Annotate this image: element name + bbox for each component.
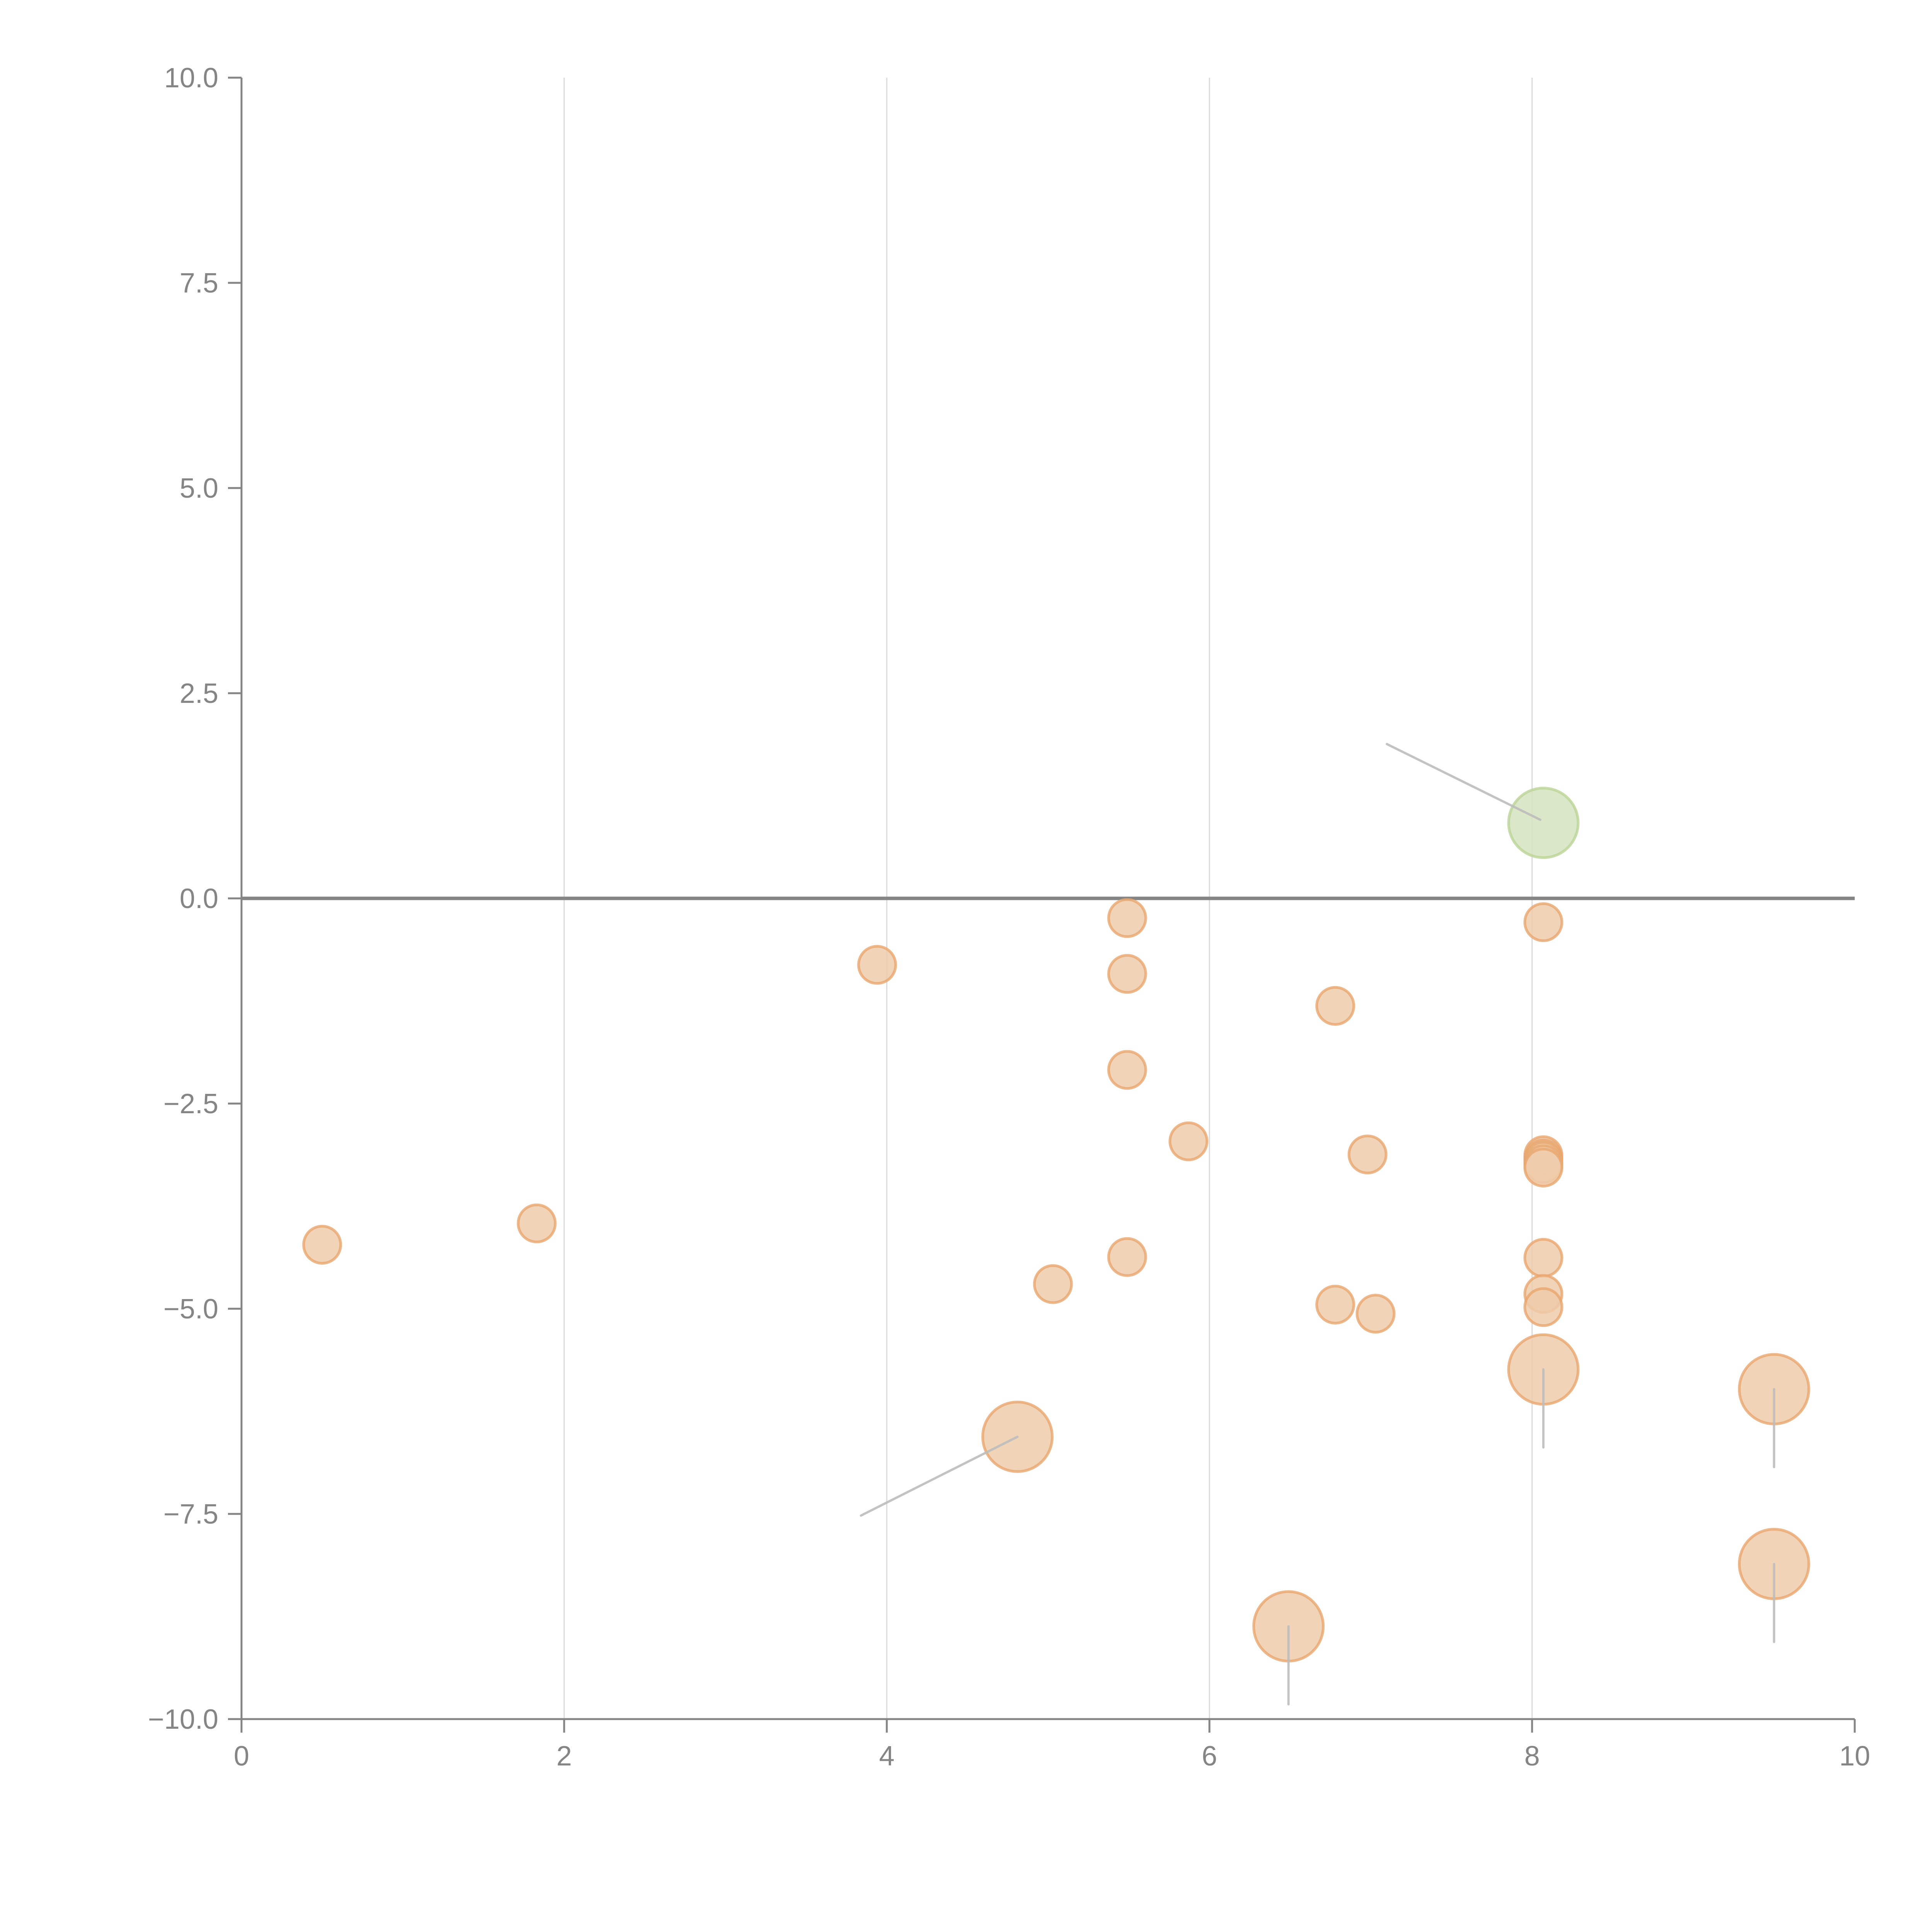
x-tick-label: 10 bbox=[1839, 1741, 1870, 1772]
data-point bbox=[1033, 1264, 1073, 1304]
axes bbox=[232, 78, 1855, 1733]
y-tick-label: −2.5 bbox=[163, 1088, 218, 1119]
y-tick-label: 10.0 bbox=[164, 63, 218, 94]
y-tick-label: 7.5 bbox=[180, 268, 218, 299]
data-point bbox=[857, 945, 897, 985]
x-tick-label: 6 bbox=[1202, 1741, 1217, 1772]
y-tick-label: 5.0 bbox=[180, 473, 218, 504]
data-point bbox=[302, 1225, 342, 1265]
x-tick-label: 8 bbox=[1524, 1741, 1540, 1772]
data-point bbox=[1355, 1294, 1396, 1334]
y-tick-label: −10.0 bbox=[148, 1704, 218, 1735]
data-point bbox=[1347, 1134, 1388, 1175]
x-axis-ticks: 0 2 4 6 8 10 bbox=[234, 1719, 1870, 1772]
annotation-leader-line bbox=[1386, 743, 1542, 821]
data-point bbox=[1107, 898, 1147, 938]
data-points bbox=[302, 787, 1810, 1663]
data-point bbox=[1107, 1237, 1147, 1277]
data-point bbox=[1107, 1050, 1147, 1090]
data-point bbox=[1523, 902, 1563, 942]
highlighted-data-point bbox=[1507, 787, 1580, 859]
data-point bbox=[1168, 1121, 1209, 1162]
data-point bbox=[1523, 1148, 1563, 1188]
x-tick-label: 2 bbox=[556, 1741, 572, 1772]
data-point bbox=[1315, 986, 1355, 1026]
y-axis-ticks: 10.0 7.5 5.0 2.5 0.0 −2.5 −5.0 −7.5 −10.0 bbox=[148, 63, 242, 1735]
data-point bbox=[1523, 1238, 1563, 1278]
annotation-leader-line bbox=[860, 1435, 1019, 1517]
x-tick-label: 4 bbox=[879, 1741, 895, 1772]
data-point bbox=[1315, 1284, 1355, 1325]
y-tick-label: −5.0 bbox=[163, 1294, 218, 1325]
data-point bbox=[517, 1203, 557, 1243]
y-tick-label: 2.5 bbox=[180, 678, 218, 709]
annotation-leaders bbox=[860, 743, 1776, 1706]
data-point bbox=[1107, 954, 1147, 994]
y-tick-label: 0.0 bbox=[180, 883, 218, 914]
data-point bbox=[1523, 1287, 1563, 1327]
y-tick-label: −7.5 bbox=[163, 1499, 218, 1530]
x-tick-label: 0 bbox=[234, 1741, 249, 1772]
